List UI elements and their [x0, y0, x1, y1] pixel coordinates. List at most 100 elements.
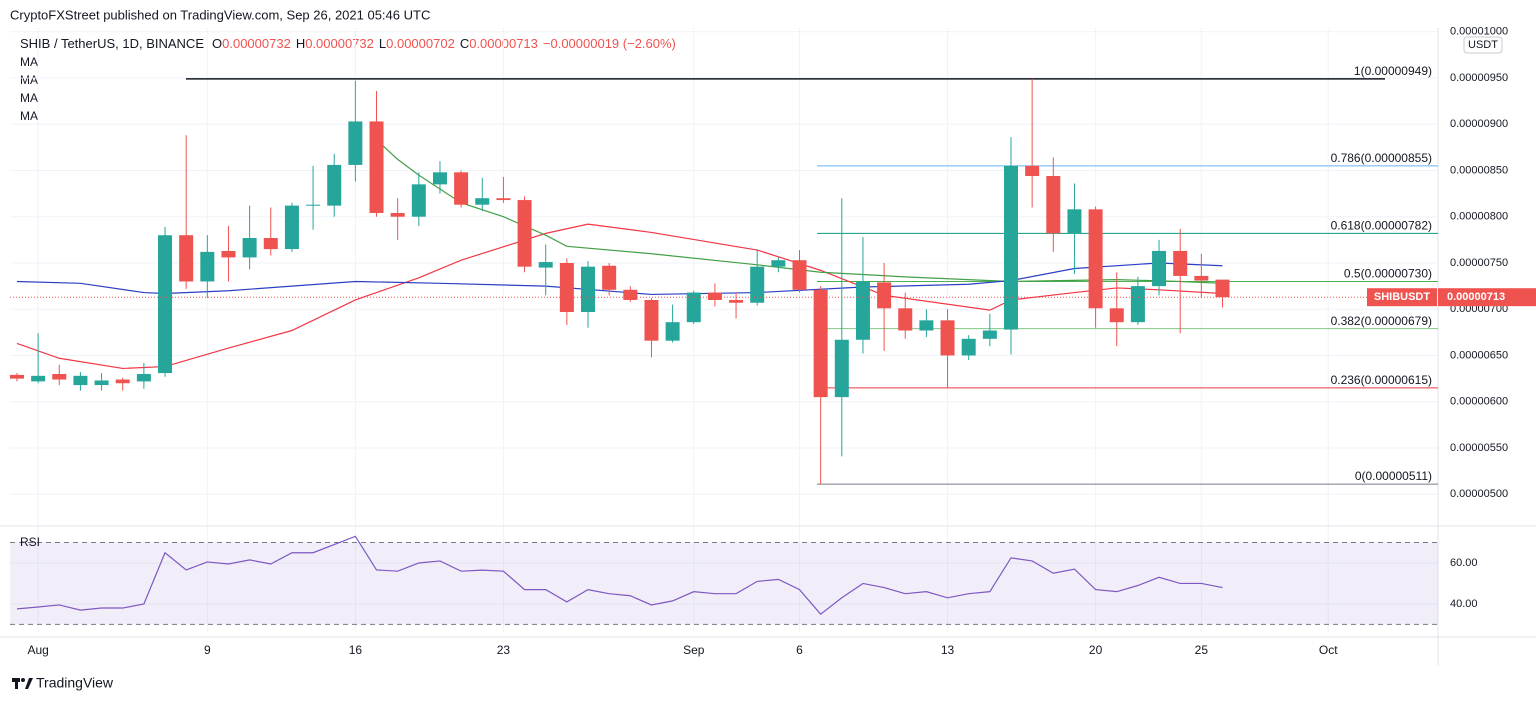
candle-body [1194, 275, 1209, 281]
symbol-legend: SHIB / TetherUS, 1D, BINANCE O0.00000732 H… [20, 36, 676, 51]
y-tick-label: 0.00000550 [1450, 442, 1508, 454]
y-unit: USDT [1468, 39, 1498, 51]
y-tick-label: 0.00000900 [1450, 118, 1508, 130]
indicator-label: MA [20, 55, 38, 69]
candle-body [729, 299, 744, 303]
candle-body [961, 338, 976, 356]
candle-body [158, 235, 173, 374]
ohlc-value: 0.00000702 [386, 36, 455, 51]
fib-label: 0.5(0.00000730) [1344, 267, 1432, 281]
candle-body [432, 172, 447, 185]
x-tick-label: Oct [1319, 643, 1338, 657]
candle-body [306, 204, 321, 206]
candle-body [52, 373, 67, 380]
candle-body [813, 289, 828, 398]
candle-body [475, 198, 490, 205]
fib-label: 0.382(0.00000679) [1331, 314, 1432, 328]
symbol: SHIB / TetherUS, 1D, BINANCE [20, 36, 204, 51]
candle-body [665, 322, 680, 341]
candle-body [1025, 165, 1040, 177]
candle-body [982, 330, 997, 339]
y-tick-label: 0.00000650 [1450, 349, 1508, 361]
candle-body [94, 380, 109, 386]
indicator-label: MA [20, 109, 38, 123]
candle-body [623, 289, 638, 300]
price-tag-box [1438, 288, 1536, 307]
pane-title: RSI [20, 535, 40, 549]
fib-label: 1(0.00000949) [1354, 64, 1432, 78]
candle-body [644, 299, 659, 341]
candle-body [221, 250, 236, 258]
candle-body [1109, 308, 1124, 323]
candle-body [179, 235, 194, 282]
candle-body [411, 184, 426, 217]
price-tag-box [1367, 288, 1437, 307]
fib-label: 0.618(0.00000782) [1331, 219, 1432, 233]
rsi-line [16, 535, 1223, 616]
candle-body [707, 292, 722, 300]
candle-body [1088, 209, 1103, 309]
ohlc-key: H [296, 36, 305, 51]
y-tick-label: 40.00 [1450, 598, 1478, 610]
ohlc-key: O [212, 36, 222, 51]
candle-body [73, 375, 88, 386]
candle-body [602, 265, 617, 290]
fib-label: 0.786(0.00000855) [1331, 151, 1432, 165]
y-tick-label: 60.00 [1450, 557, 1478, 569]
candle-body [855, 281, 870, 340]
ohlc-value: 0.00000732 [222, 36, 291, 51]
candle-body [1130, 286, 1145, 323]
candle-body [686, 292, 701, 323]
candle-body [1046, 176, 1061, 234]
candle-body [263, 237, 278, 250]
y-tick-label: 0.00000800 [1450, 211, 1508, 223]
x-tick-label: 6 [796, 643, 803, 657]
candle-body [940, 320, 955, 356]
indicator-label: MA [20, 91, 38, 105]
unit-box [1463, 36, 1503, 54]
candle-body [348, 121, 363, 165]
symbol-tag: SHIBUSDT [1374, 291, 1431, 303]
candle-body [1067, 209, 1082, 234]
x-tick-label: 16 [349, 643, 363, 657]
moving-average [16, 262, 1223, 296]
y-tick-label: 0.00001000 [1450, 26, 1508, 38]
candle-body [369, 121, 384, 214]
y-tick-label: 0.00000750 [1450, 257, 1508, 269]
candle-body [750, 266, 765, 303]
candle-body [390, 213, 405, 217]
candle-body [115, 379, 130, 384]
candle-body [1003, 165, 1018, 330]
candle-body [327, 164, 342, 206]
x-tick-label: 9 [204, 643, 211, 657]
y-tick-label: 0.00000950 [1450, 72, 1508, 84]
candle-body [877, 282, 892, 309]
x-tick-label: 25 [1195, 643, 1209, 657]
x-tick-label: 13 [941, 643, 955, 657]
y-tick-label: 0.00000600 [1450, 396, 1508, 408]
footer-brand: TradingView [36, 675, 114, 691]
candle-body [538, 262, 553, 268]
ohlc-value: 0.00000732 [305, 36, 374, 51]
x-tick-label: Aug [27, 643, 48, 657]
candle-body [517, 200, 532, 267]
candle-body [919, 320, 934, 331]
price-tag: 0.00000713 [1447, 291, 1505, 303]
x-tick-label: 20 [1089, 643, 1103, 657]
y-tick-label: 0.00000500 [1450, 488, 1508, 500]
moving-average [16, 223, 1223, 370]
candle-body [792, 260, 807, 290]
candle-body [242, 237, 257, 258]
candle-body [496, 198, 511, 201]
candle-body [284, 205, 299, 250]
change: −0.00000019 (−2.60%) [543, 36, 676, 51]
candle-body [559, 262, 574, 313]
rsi-band [10, 542, 1438, 625]
candle-body [9, 374, 24, 379]
fib-label: 0.236(0.00000615) [1331, 373, 1432, 387]
candle-body [834, 339, 849, 398]
candle-body [31, 375, 46, 382]
candle-body [200, 251, 215, 282]
candle-body [136, 373, 151, 382]
